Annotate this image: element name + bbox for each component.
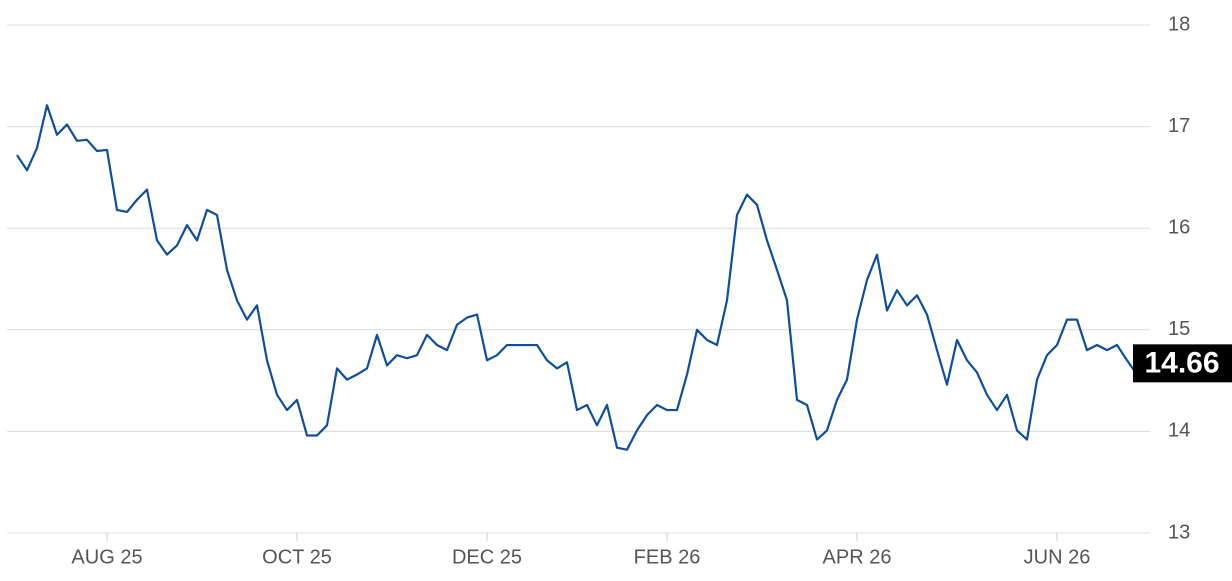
y-tick-label: 16 (1168, 216, 1190, 238)
y-tick-label: 14 (1168, 420, 1190, 442)
y-tick-label: 13 (1168, 521, 1190, 543)
x-tick-label: AUG 25 (71, 546, 142, 568)
x-tick-label: APR 26 (823, 546, 892, 568)
y-tick-label: 17 (1168, 115, 1190, 137)
x-tick-label: OCT 25 (262, 546, 332, 568)
y-tick-label: 15 (1168, 318, 1190, 340)
last-value-label: 14.66 (1144, 346, 1219, 379)
price-line (16, 104, 1148, 451)
x-tick-label: JUN 26 (1024, 546, 1091, 568)
x-tick-label: FEB 26 (634, 546, 701, 568)
x-tick-label: DEC 25 (452, 546, 522, 568)
last-value-box (1133, 344, 1232, 383)
y-tick-label: 18 (1168, 13, 1190, 35)
